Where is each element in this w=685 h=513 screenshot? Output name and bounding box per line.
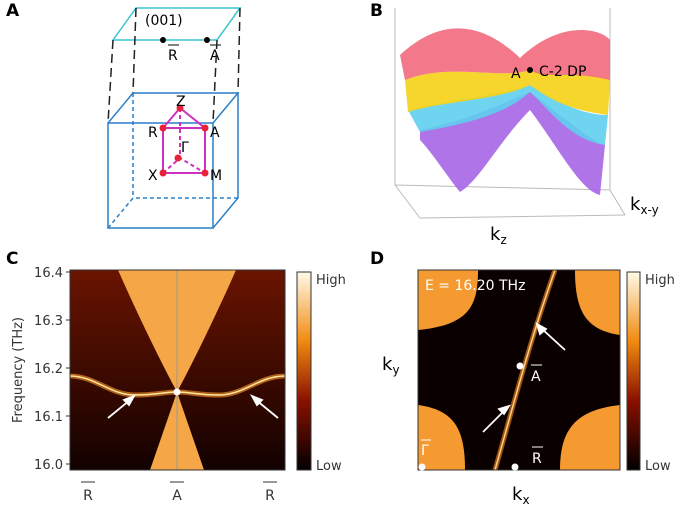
point-label: A [210, 125, 220, 141]
r-bar: R [168, 48, 178, 64]
colorbar-high: High [316, 273, 346, 288]
unit-cell [107, 92, 239, 229]
colorbar-low: Low [316, 459, 342, 474]
band-surface [408, 85, 608, 145]
surface-state [494, 269, 556, 471]
x-tick-label: R [83, 488, 93, 504]
colorbar [626, 271, 641, 471]
point [418, 463, 426, 471]
panel-c: C 16.4 16.3 16.2 16.1 16.0 Frequency (THz) H… [6, 249, 346, 504]
bulk-region [418, 270, 478, 330]
point-label: M [210, 168, 222, 184]
high-symmetry-points [159, 104, 209, 177]
point-label: A [511, 66, 521, 82]
point-label: Z [176, 94, 186, 110]
bulk-region [575, 270, 620, 335]
band-surface [405, 70, 610, 115]
dirac-point [527, 67, 533, 73]
plot-frame [417, 269, 621, 471]
x-tick-label: R [265, 488, 275, 504]
point [173, 388, 181, 396]
y-tick-label: 16.0 [34, 458, 63, 473]
colorbar-high: High [645, 273, 675, 288]
panel-label: D [370, 249, 384, 269]
bulk-region [418, 405, 465, 470]
point [511, 463, 519, 471]
point [516, 362, 524, 370]
y-tick-label: 16.1 [34, 410, 63, 425]
a-bar: A [210, 48, 220, 64]
point-name: C-2 DP [539, 64, 586, 80]
arrows [482, 322, 566, 433]
point [204, 37, 210, 43]
axis-label: ky [382, 354, 400, 377]
panel-b: B A C-2 DP kz kx-y [370, 1, 659, 247]
y-tick-label: 16.4 [34, 266, 63, 281]
plot-frame [69, 269, 286, 471]
panel-label: C [6, 249, 18, 269]
panel-a: A (001) R A Z R A [6, 1, 242, 229]
energy-label: E = 16.20 THz [425, 278, 525, 294]
r-bar: R [532, 451, 542, 467]
a-bar: A [531, 369, 541, 385]
plane-label: (001) [145, 13, 183, 29]
panel-label: B [370, 1, 383, 21]
arrows [107, 394, 279, 419]
y-axis-label: Frequency (THz) [11, 317, 26, 423]
band-surface [400, 28, 610, 80]
point-label: Γ [181, 140, 189, 156]
y-tick-label: 16.3 [34, 314, 63, 329]
gamma-bar: Γ [421, 443, 429, 459]
bulk-region [560, 405, 620, 470]
plot-box [394, 8, 626, 219]
colorbar-low: Low [645, 459, 671, 474]
axis-label: kx [512, 484, 530, 507]
x-tick-label: A [172, 488, 182, 504]
axis-label: kz [490, 224, 507, 247]
panel-label: A [6, 1, 20, 21]
projection-lines [107, 7, 241, 124]
panel-d: D E = 16.20 THz A Γ R ky kx High Low [370, 249, 675, 507]
point-label: X [148, 168, 158, 184]
point-label: R [148, 125, 158, 141]
colorbar [296, 271, 312, 471]
point [160, 37, 166, 43]
y-tick-label: 16.2 [34, 362, 63, 377]
axis-label: kx-y [630, 194, 659, 217]
